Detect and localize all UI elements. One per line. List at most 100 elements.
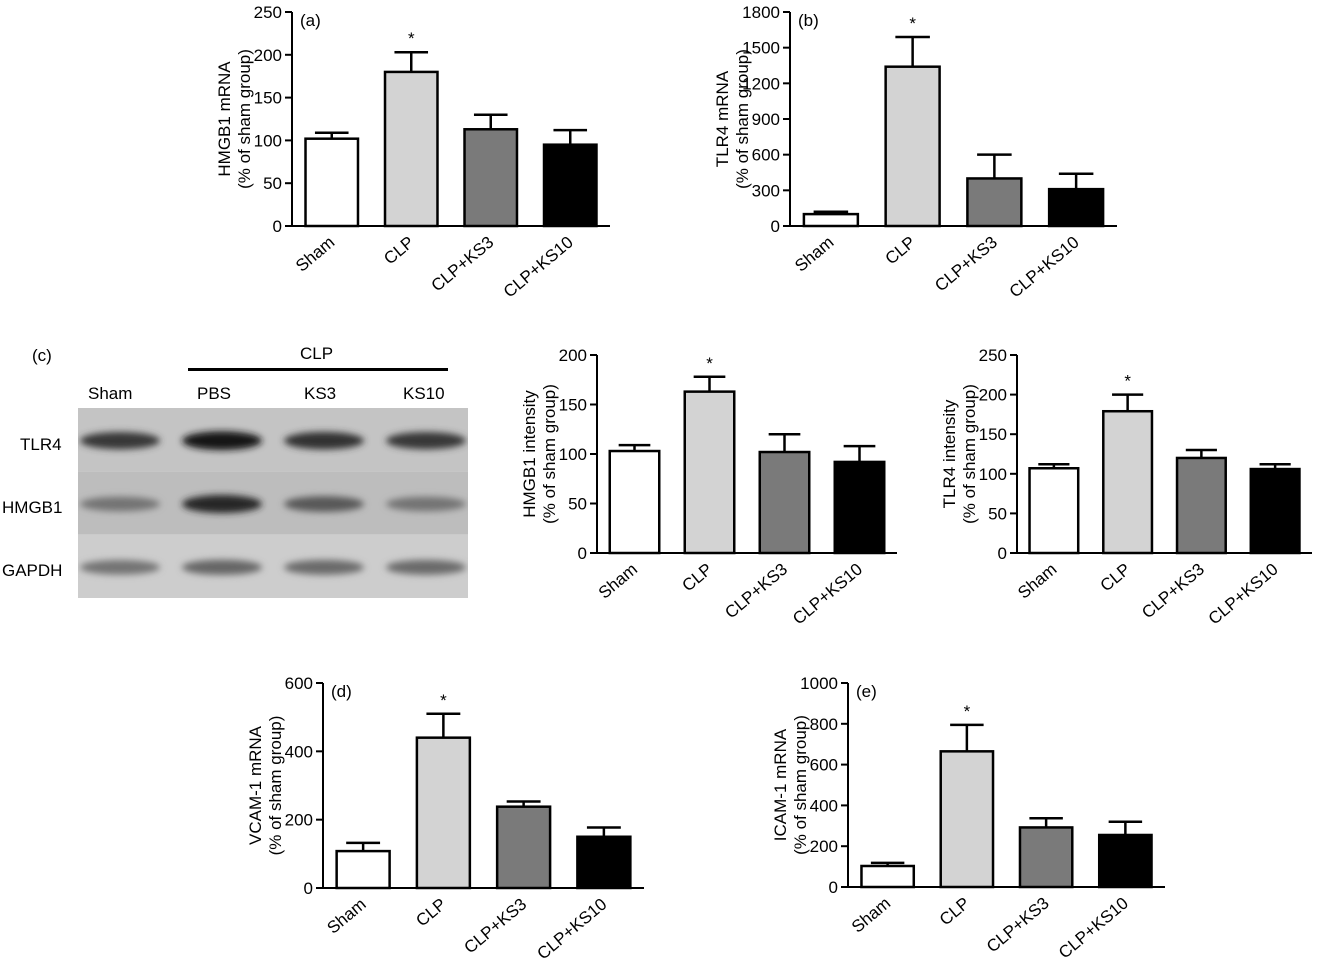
significance-mark: * <box>408 29 415 48</box>
x-tick-label: CLP+KS10 <box>500 233 577 302</box>
blot-group-line <box>188 368 448 371</box>
blot-band <box>80 560 160 575</box>
bar-clp <box>383 70 439 228</box>
y-tick-label: 1200 <box>742 74 780 93</box>
blot-band <box>386 559 466 575</box>
bar-clp-ks3 <box>495 805 552 890</box>
lane-label-ks10: KS10 <box>403 384 445 403</box>
blot-band <box>284 559 364 575</box>
x-tick-label: CLP+KS3 <box>983 894 1053 957</box>
y-tick-label: 800 <box>810 715 838 734</box>
blot-band <box>182 431 262 451</box>
x-tick-label: Sham <box>791 233 837 276</box>
bar-sham <box>860 864 916 889</box>
chart-c-hmgb1-intensity: 0 50 100 150 200 HMGB1 intensity (% of sham gr… <box>520 346 897 629</box>
y-tick-label: 0 <box>998 544 1007 563</box>
x-tick-label: CLP+KS3 <box>1138 560 1208 623</box>
bar-sham <box>335 849 391 890</box>
y-tick-label: 50 <box>988 504 1007 523</box>
y-axis-subtitle: (% of sham group) <box>540 384 559 524</box>
y-tick-label: 200 <box>559 346 587 365</box>
x-tick-label: CLP <box>380 233 418 269</box>
x-tick-label: CLP+KS10 <box>1006 233 1083 302</box>
y-axis-subtitle: (% of sham group) <box>960 384 979 524</box>
y-axis-title: HMGB1 intensity <box>520 390 539 518</box>
x-tick-label: CLP+KS3 <box>460 895 530 958</box>
x-tick-label: CLP <box>936 894 974 930</box>
bar-clp-ks3 <box>1175 456 1227 555</box>
y-tick-label: 250 <box>979 346 1007 365</box>
panel-label: (e) <box>856 682 877 701</box>
x-tick-label: CLP <box>882 233 920 269</box>
blot-group-label: CLP <box>300 344 334 363</box>
y-tick-label: 200 <box>254 46 282 65</box>
y-axis-title: ICAM-1 mRNA <box>771 728 790 841</box>
y-tick-label: 250 <box>254 3 282 22</box>
blot-band <box>386 496 466 512</box>
x-tick-label: CLP+KS10 <box>789 560 866 629</box>
significance-mark: * <box>964 702 971 721</box>
x-tick-label: Sham <box>595 560 641 603</box>
blot-band <box>182 559 262 575</box>
y-axis-subtitle: (% of sham group) <box>791 715 810 855</box>
panel-label: (a) <box>300 11 321 30</box>
bar-sham <box>304 137 360 228</box>
y-tick-label: 300 <box>752 181 780 200</box>
bar-clp-ks3 <box>966 177 1023 228</box>
y-axis-subtitle: (% of sham group) <box>266 716 285 856</box>
x-tick-label: Sham <box>848 894 894 937</box>
bar-clp <box>415 736 472 890</box>
lane-label-ks3: KS3 <box>304 384 337 403</box>
y-tick-label: 0 <box>273 217 282 236</box>
y-tick-label: 50 <box>568 495 587 514</box>
y-tick-label: 0 <box>829 878 838 897</box>
y-tick-label: 600 <box>285 674 313 693</box>
lane-label-pbs: PBS <box>197 384 232 403</box>
x-tick-label: Sham <box>323 895 369 938</box>
y-tick-label: 200 <box>285 811 313 830</box>
y-tick-label: 0 <box>304 879 313 898</box>
bar-clp-ks3 <box>758 450 811 555</box>
y-tick-label: 200 <box>810 837 838 856</box>
bar-clp-ks10 <box>576 835 632 890</box>
y-tick-label: 400 <box>810 796 838 815</box>
bar-clp-ks3 <box>463 128 519 228</box>
y-tick-label: 400 <box>285 742 313 761</box>
y-tick-label: 600 <box>752 146 780 165</box>
lane-label-sham: Sham <box>88 384 133 403</box>
bar-clp <box>1102 409 1154 555</box>
x-tick-label: CLP <box>412 895 450 931</box>
bar-clp-ks10 <box>1097 833 1153 889</box>
chart-b: 0 300 600 900 1200 1500 1800 (b) TLR4 mRNA (% of … <box>713 3 1117 302</box>
bar-clp <box>683 390 736 555</box>
western-blot-panel: (c) CLP Sham PBS KS3 KS10 TLR4 HMGB1 GAP… <box>0 338 480 608</box>
y-axis-subtitle: (% of sham group) <box>235 49 254 189</box>
panel-label: (d) <box>331 682 352 701</box>
chart-a: 0 50 100 150 200 250 (a) HMGB1 mRNA (% of sham g… <box>215 3 610 302</box>
chart-e: 0 200 400 600 800 1000 (e) ICAM-1 mRNA (% of sha… <box>771 674 1165 962</box>
y-tick-label: 1000 <box>800 674 838 693</box>
blot-band <box>284 496 364 512</box>
blot-band <box>386 431 466 450</box>
y-tick-label: 100 <box>979 465 1007 484</box>
y-tick-label: 900 <box>752 110 780 129</box>
y-tick-label: 100 <box>254 131 282 150</box>
y-axis-title: TLR4 mRNA <box>713 70 732 167</box>
bar-sham <box>802 212 860 228</box>
bar-sham <box>608 449 661 555</box>
blot-row-label-gapdh: GAPDH <box>2 561 63 580</box>
bar-clp-ks10 <box>1047 187 1105 228</box>
bar-clp-ks10 <box>833 460 886 555</box>
blot-band <box>284 431 364 450</box>
significance-mark: * <box>706 354 713 373</box>
x-tick-label: CLP+KS3 <box>931 233 1001 296</box>
bar-clp <box>939 750 995 889</box>
x-tick-label: Sham <box>1014 560 1060 603</box>
x-tick-label: CLP+KS3 <box>428 233 498 296</box>
x-tick-label: CLP+KS10 <box>533 895 610 964</box>
bar-clp-ks10 <box>1249 467 1301 555</box>
y-tick-label: 1500 <box>742 39 780 58</box>
blot-band <box>80 496 160 512</box>
x-tick-label: Sham <box>292 233 338 276</box>
y-tick-label: 200 <box>979 386 1007 405</box>
